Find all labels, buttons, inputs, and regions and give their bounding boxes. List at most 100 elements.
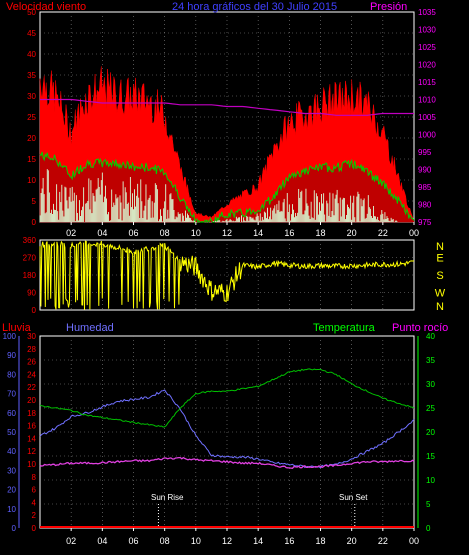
x-tick-label: 20 xyxy=(347,536,357,546)
wind-axis-tick: 30 xyxy=(27,92,36,101)
compass-letter: W xyxy=(435,288,446,300)
humidity-axis-tick: 10 xyxy=(7,505,16,514)
direction-axis-tick: 180 xyxy=(23,271,37,280)
wind-axis-tick: 35 xyxy=(27,71,36,80)
x-tick-label: 02 xyxy=(66,536,76,546)
wind-pressure-panel: 02 04 06 08 10 12 14 16 18 20 22 000510152025303540… xyxy=(6,1,436,238)
wind-axis-tick: 20 xyxy=(27,134,36,143)
x-tick-label: 02 xyxy=(66,228,76,238)
rain-axis-tick: 22 xyxy=(27,383,36,392)
dewpoint-label: Punto rocío xyxy=(392,322,448,334)
pressure-axis-tick: 975 xyxy=(418,218,432,227)
rain-axis-tick: 30 xyxy=(27,332,36,341)
pressure-axis-tick: 1010 xyxy=(418,96,436,105)
temperature-axis-tick: 20 xyxy=(426,428,435,437)
temperature-axis-tick: 10 xyxy=(426,476,435,485)
rain-axis-tick: 20 xyxy=(27,396,36,405)
x-tick-label: 06 xyxy=(128,228,138,238)
wind-speed-label: Velocidad viento xyxy=(6,1,86,13)
pressure-axis-tick: 1000 xyxy=(418,131,436,140)
x-tick-label: 18 xyxy=(315,536,325,546)
rain-axis-tick: 10 xyxy=(27,460,36,469)
rain-axis-tick: 16 xyxy=(27,422,36,431)
x-tick-label: 16 xyxy=(284,228,294,238)
temperature-line xyxy=(39,368,415,428)
humidity-axis-tick: 70 xyxy=(7,390,16,399)
direction-axis-tick: 90 xyxy=(27,289,36,298)
rain-axis-tick: 26 xyxy=(27,358,36,367)
humidity-axis-tick: 20 xyxy=(7,486,16,495)
humidity-axis-tick: 80 xyxy=(7,370,16,379)
x-tick-label: 14 xyxy=(253,228,263,238)
temperature-label: Temperatura xyxy=(313,322,376,334)
rain-axis-tick: 12 xyxy=(27,447,36,456)
x-tick-label: 04 xyxy=(97,536,107,546)
temperature-axis-tick: 5 xyxy=(426,500,431,509)
sunset-label: Sun Set xyxy=(339,493,368,502)
pressure-axis-tick: 1025 xyxy=(418,43,436,52)
direction-panel-series xyxy=(39,240,415,310)
temperature-axis-tick: 30 xyxy=(426,380,435,389)
wind-panel-ticks: 02 04 06 08 10 12 14 16 18 20 22 000510152025303540… xyxy=(27,8,436,238)
pressure-axis-tick: 980 xyxy=(418,201,432,210)
wind-axis-tick: 0 xyxy=(32,218,37,227)
pressure-axis-tick: 1005 xyxy=(418,113,436,122)
wind-axis-tick: 5 xyxy=(32,197,37,206)
compass-letter: N xyxy=(436,241,444,253)
wind-shadow xyxy=(40,151,414,222)
x-tick-label: 08 xyxy=(160,536,170,546)
rain-axis-tick: 2 xyxy=(32,511,37,520)
x-tick-label: 12 xyxy=(222,536,232,546)
avg-wind-line xyxy=(39,151,415,224)
x-tick-label: 14 xyxy=(253,536,263,546)
direction-axis-tick: 360 xyxy=(23,236,37,245)
x-tick-label: 10 xyxy=(191,228,201,238)
rain-axis-tick: 4 xyxy=(32,498,37,507)
pressure-axis-tick: 985 xyxy=(418,183,432,192)
gust-area xyxy=(39,66,415,223)
temperature-axis-tick: 0 xyxy=(426,524,431,533)
sunrise-label: Sun Rise xyxy=(151,493,184,502)
humidity-axis-tick: 0 xyxy=(12,524,17,533)
humidity-axis-tick: 60 xyxy=(7,409,16,418)
humidity-line xyxy=(39,389,415,469)
rain-axis-tick: 6 xyxy=(32,486,37,495)
rain-axis-tick: 18 xyxy=(27,409,36,418)
temperature-axis-tick: 35 xyxy=(426,356,435,365)
humidity-axis-tick: 100 xyxy=(3,332,17,341)
rain-axis-tick: 0 xyxy=(32,524,37,533)
compass-letter: E xyxy=(436,253,443,265)
x-tick-label: 22 xyxy=(378,536,388,546)
rain-axis-tick: 28 xyxy=(27,345,36,354)
humidity-axis-tick: 40 xyxy=(7,447,16,456)
wind-axis-tick: 10 xyxy=(27,176,36,185)
rain-axis-tick: 14 xyxy=(27,434,36,443)
temperature-axis-tick: 15 xyxy=(426,452,435,461)
pressure-axis-tick: 1030 xyxy=(418,26,436,35)
compass-letter: S xyxy=(436,270,443,282)
humidity-label: Humedad xyxy=(66,322,114,334)
x-tick-label: 00 xyxy=(409,536,419,546)
wind-axis-tick: 40 xyxy=(27,50,36,59)
rain-label: Lluvia xyxy=(2,322,32,334)
x-tick-label: 04 xyxy=(97,228,107,238)
x-tick-label: 22 xyxy=(378,228,388,238)
pressure-axis-tick: 1035 xyxy=(418,8,436,17)
wind-panel-series xyxy=(39,66,415,224)
rain-axis-tick: 24 xyxy=(27,370,36,379)
temp-panel-grid xyxy=(40,336,414,528)
x-tick-label: 20 xyxy=(347,228,357,238)
temp-humidity-panel: 02 04 06 08 10 12 14 16 18 20 22 000102030405060708… xyxy=(2,322,448,546)
direction-axis-tick: 0 xyxy=(32,306,37,315)
wind-axis-tick: 25 xyxy=(27,113,36,122)
x-tick-label: 00 xyxy=(409,228,419,238)
wind-axis-tick: 50 xyxy=(27,8,36,17)
x-tick-label: 16 xyxy=(284,536,294,546)
wind-axis-tick: 15 xyxy=(27,155,36,164)
pressure-axis-tick: 995 xyxy=(418,148,432,157)
wind-axis-tick: 45 xyxy=(27,29,36,38)
rain-axis-tick: 8 xyxy=(32,473,37,482)
